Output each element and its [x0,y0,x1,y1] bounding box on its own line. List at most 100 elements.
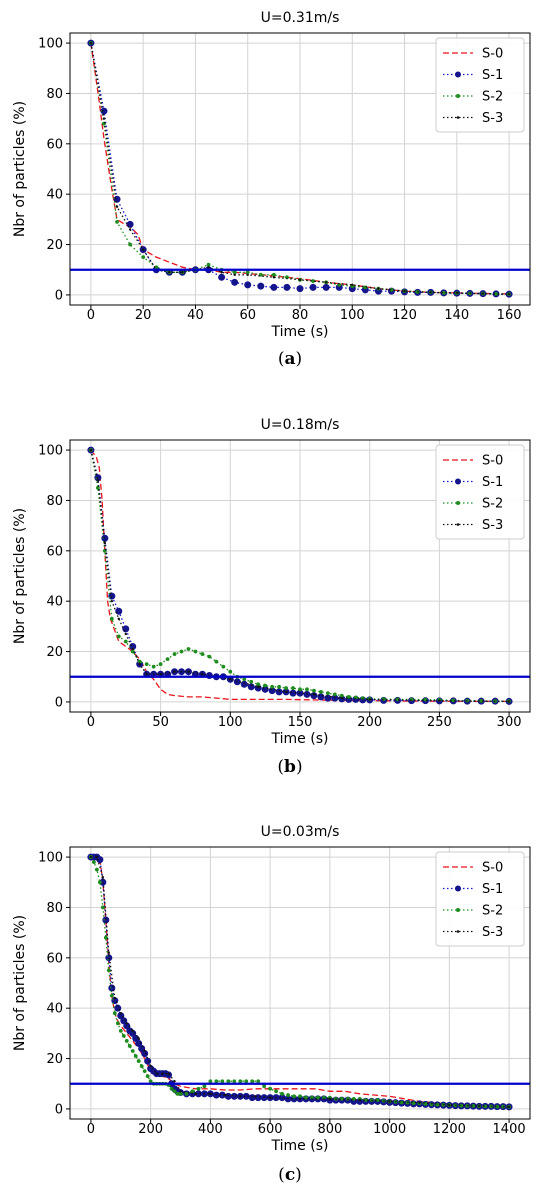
data-point-S-2 [256,1079,261,1084]
data-point-S-2 [271,272,276,277]
data-point-S-2 [316,1095,320,1100]
data-point-S-2 [249,679,254,684]
data-point-S-2 [127,1044,132,1048]
x-axis-label: Time (s) [271,1138,329,1154]
data-point-S-1 [233,678,241,686]
data-point-S-3 [256,685,260,689]
data-point-S-2 [144,662,149,667]
data-point-S-3 [89,41,93,45]
data-point-S-1 [100,107,108,115]
data-point-S-3 [141,248,145,251]
data-point-S-2 [128,242,133,247]
x-tick-label: 120 [392,308,417,323]
data-point-S-3 [239,1095,242,1098]
data-point-S-1 [283,283,291,291]
data-point-S-3 [128,228,132,231]
data-point-S-2 [351,1096,356,1101]
data-point-S-2 [285,275,289,280]
data-point-S-3 [481,292,485,295]
data-point-S-3 [201,673,204,676]
data-point-S-2 [118,1028,123,1033]
data-point-S-2 [375,1098,380,1103]
series-line-S-3 [90,856,510,1108]
legend-label-S-0: S-0 [482,861,503,876]
y-tick-label: 0 [55,288,63,303]
x-tick-label: 200 [138,1122,163,1137]
data-point-S-3 [137,1037,140,1040]
data-point-S-3 [388,1100,391,1103]
x-tick-label: 800 [317,1122,342,1137]
legend-label-S-2: S-2 [482,904,503,919]
legend-marker-S-1 [455,71,461,78]
data-point-S-3 [113,996,117,1000]
data-point-S-3 [102,117,106,120]
data-point-S-1 [231,278,239,286]
data-point-S-2 [165,657,170,662]
data-point-S-2 [169,1086,174,1091]
data-point-S-2 [184,1091,189,1096]
x-axis-label: Time (s) [271,324,329,340]
data-point-S-2 [123,639,128,644]
x-tick-label: 140 [444,308,469,323]
data-point-S-2 [360,696,365,701]
data-point-S-3 [167,1072,170,1075]
data-point-S-2 [103,935,108,940]
data-point-S-3 [507,292,511,296]
data-point-S-2 [124,1039,129,1043]
y-tick-label: 80 [46,901,63,916]
data-point-S-2 [109,993,114,998]
data-point-S-2 [214,1079,219,1084]
data-point-S-2 [91,860,96,865]
data-point-S-2 [190,1089,195,1094]
data-point-S-3 [131,1029,134,1033]
chart-c: 0 200 400 600 800 1000 1200 1400 0 20 40 60 80 100 U=0… [12,824,531,1185]
data-point-S-2 [179,649,184,654]
data-point-S-2 [292,1094,296,1099]
subfigure-caption: (a) [278,349,302,369]
data-point-S-2 [274,1089,279,1094]
y-tick-label: 100 [38,37,63,52]
data-point-S-3 [455,291,459,295]
data-point-S-3 [220,271,223,274]
y-tick-label: 40 [46,595,63,610]
data-point-S-2 [130,1049,135,1053]
data-point-S-2 [291,686,295,690]
series-line-S-3 [90,449,510,703]
y-tick-label: 20 [46,1052,63,1067]
data-point-S-1 [324,694,332,702]
data-point-S-2 [193,649,198,654]
data-point-S-3 [312,693,316,696]
x-tick-label: 1200 [433,1122,466,1137]
legend-marker-S-2 [456,94,460,98]
data-point-S-2 [178,1091,183,1096]
data-point-S-2 [112,1011,117,1016]
legend-marker-S-1 [455,885,461,892]
data-point-S-1 [224,1092,232,1100]
data-point-S-2 [116,634,121,639]
legend-label-S-1: S-1 [482,68,503,83]
data-point-S-3 [181,271,184,274]
data-point-S-2 [172,652,177,656]
data-point-S-2 [142,1069,147,1074]
data-point-S-1 [257,282,265,290]
data-point-S-2 [495,1104,500,1109]
data-point-S-2 [250,1079,255,1084]
data-point-S-1 [108,592,116,600]
data-point-S-3 [229,678,232,681]
x-tick-label: 300 [497,715,522,730]
data-point-S-2 [220,1079,225,1084]
legend-marker-S-1 [455,478,461,485]
data-point-S-2 [136,1059,141,1063]
x-tick-label: 400 [198,1122,223,1137]
data-point-S-2 [158,662,163,667]
data-point-S-3 [124,632,127,636]
data-point-S-3 [161,1072,164,1075]
data-point-S-1 [165,1071,173,1079]
legend-label-S-3: S-3 [482,518,503,533]
y-axis-label: Nbr of particles (%) [12,915,28,1051]
data-point-S-3 [187,670,190,673]
data-point-S-3 [194,1092,197,1096]
data-point-S-3 [298,1097,302,1101]
data-point-S-2 [106,968,111,973]
